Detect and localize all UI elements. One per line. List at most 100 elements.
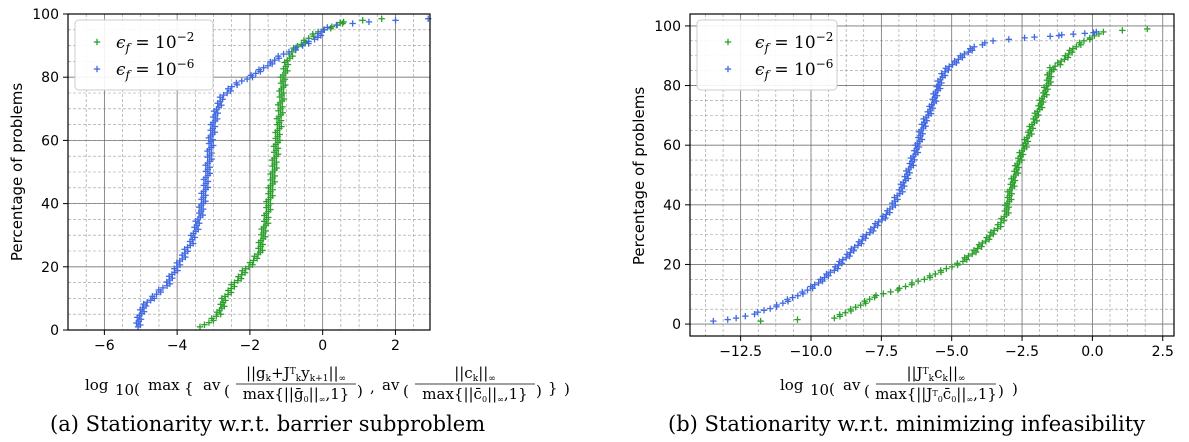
a-legend-label-0: ϵf = 10−2 <box>116 30 194 55</box>
b-point-s1 <box>859 233 867 240</box>
b-point-s0 <box>1046 64 1054 71</box>
b-point-s1 <box>1090 29 1097 36</box>
b-point-s1 <box>807 283 814 290</box>
a-point-s1 <box>392 17 399 24</box>
svg-text:): ) <box>1012 380 1018 398</box>
b-point-s1 <box>794 292 801 299</box>
a-point-s0 <box>267 206 274 213</box>
b-point-s0 <box>1061 56 1068 63</box>
a-point-s1 <box>206 164 214 171</box>
b-point-s0 <box>974 245 981 252</box>
b-point-s1 <box>951 57 958 65</box>
b-point-s1 <box>1070 30 1077 38</box>
a-point-s1 <box>191 234 198 241</box>
b-point-s1 <box>754 308 762 316</box>
b-point-s0 <box>866 296 873 303</box>
a-point-s0 <box>250 257 257 264</box>
a-point-s1 <box>243 75 251 83</box>
svg-text:max{||c̄0||∞,1}: max{||c̄0||∞,1} <box>422 385 527 404</box>
y-tick-label: 100 <box>654 19 681 35</box>
svg-text:av: av <box>382 376 400 394</box>
a-point-s0 <box>205 319 213 326</box>
svg-text:max{||JT0c̄0||∞,1}: max{||JT0c̄0||∞,1} <box>875 385 997 404</box>
b-point-s1 <box>710 317 717 325</box>
svg-text:(: ( <box>134 380 140 398</box>
a-point-s0 <box>269 186 276 193</box>
a-point-s0 <box>235 273 242 280</box>
b-point-s1 <box>1021 34 1028 42</box>
b-point-s0 <box>948 263 956 271</box>
a-caption: (a) Stationarity w.r.t. barrier subprobl… <box>50 412 485 436</box>
a-point-s1 <box>200 205 207 213</box>
b-point-s1 <box>949 61 956 68</box>
a-point-s0 <box>284 67 291 75</box>
b-point-s0 <box>1011 177 1019 184</box>
a-point-s0 <box>246 259 254 266</box>
a-point-s1 <box>324 24 331 31</box>
b-point-s1 <box>821 274 828 281</box>
a-point-s1 <box>210 142 217 149</box>
b-point-s1 <box>922 123 929 130</box>
x-tick-label: −4 <box>167 338 188 354</box>
svg-text:{: { <box>184 379 194 397</box>
a-point-s1 <box>214 115 221 123</box>
a-legend-box <box>74 19 214 91</box>
x-tick-label: 2.5 <box>1152 344 1174 360</box>
a-point-s1 <box>271 56 278 64</box>
b-point-s0 <box>1005 203 1013 211</box>
b-point-s1 <box>827 268 834 276</box>
a-point-s0 <box>259 241 266 248</box>
a-point-s0 <box>201 321 208 328</box>
svg-text:): ) <box>998 382 1004 400</box>
b-point-s0 <box>1033 117 1041 124</box>
y-tick-label: 20 <box>663 257 681 273</box>
x-tick-label: −5.0 <box>935 344 969 360</box>
b-point-s1 <box>732 314 740 322</box>
y-tick-label: 80 <box>663 79 681 95</box>
b-point-s1 <box>927 110 935 117</box>
b-point-s1 <box>901 182 908 190</box>
b-point-s0 <box>1008 196 1015 203</box>
a-point-s0 <box>242 265 249 272</box>
b-point-s1 <box>815 279 822 287</box>
a-point-s1 <box>202 192 209 199</box>
b-point-s0 <box>1038 104 1046 111</box>
svg-text:}: } <box>548 379 558 397</box>
b-point-s0 <box>1024 138 1032 145</box>
a-point-s1 <box>314 30 322 37</box>
a-point-s0 <box>262 233 269 240</box>
b-point-s1 <box>847 249 854 256</box>
svg-text:,: , <box>370 378 375 396</box>
x-tick-label: 2 <box>391 338 400 354</box>
a-point-s1 <box>208 155 215 163</box>
b-point-s0 <box>1008 190 1015 197</box>
b-point-s1 <box>914 149 922 156</box>
x-tick-label: −7.5 <box>864 344 898 360</box>
b-point-s1 <box>911 156 918 164</box>
a-point-s1 <box>252 70 259 77</box>
b-point-s1 <box>933 92 941 99</box>
a-point-s1 <box>305 38 312 45</box>
b-point-s0 <box>1057 57 1065 65</box>
b-point-s1 <box>918 136 926 143</box>
b-point-s0 <box>880 290 887 297</box>
b-point-s0 <box>1080 37 1088 45</box>
a-point-s1 <box>139 304 146 312</box>
a-point-s0 <box>269 192 276 199</box>
a-point-s1 <box>223 89 231 97</box>
svg-text:): ) <box>357 382 363 400</box>
b-point-s1 <box>941 68 949 76</box>
b-point-s0 <box>969 250 976 258</box>
a-point-s1 <box>233 79 240 87</box>
b-point-s1 <box>843 251 851 258</box>
b-point-s0 <box>1073 43 1080 50</box>
a-point-s1 <box>218 102 225 109</box>
b-point-s0 <box>1029 125 1037 132</box>
b-point-s0 <box>1065 50 1072 58</box>
b-point-s0 <box>979 239 986 247</box>
b-point-s1 <box>967 45 974 52</box>
b-point-s1 <box>906 169 913 177</box>
b-caption: (b) Stationarity w.r.t. minimizing infea… <box>668 412 1145 436</box>
b-point-s1 <box>938 79 945 87</box>
b-legend-marker-0 <box>724 38 732 46</box>
